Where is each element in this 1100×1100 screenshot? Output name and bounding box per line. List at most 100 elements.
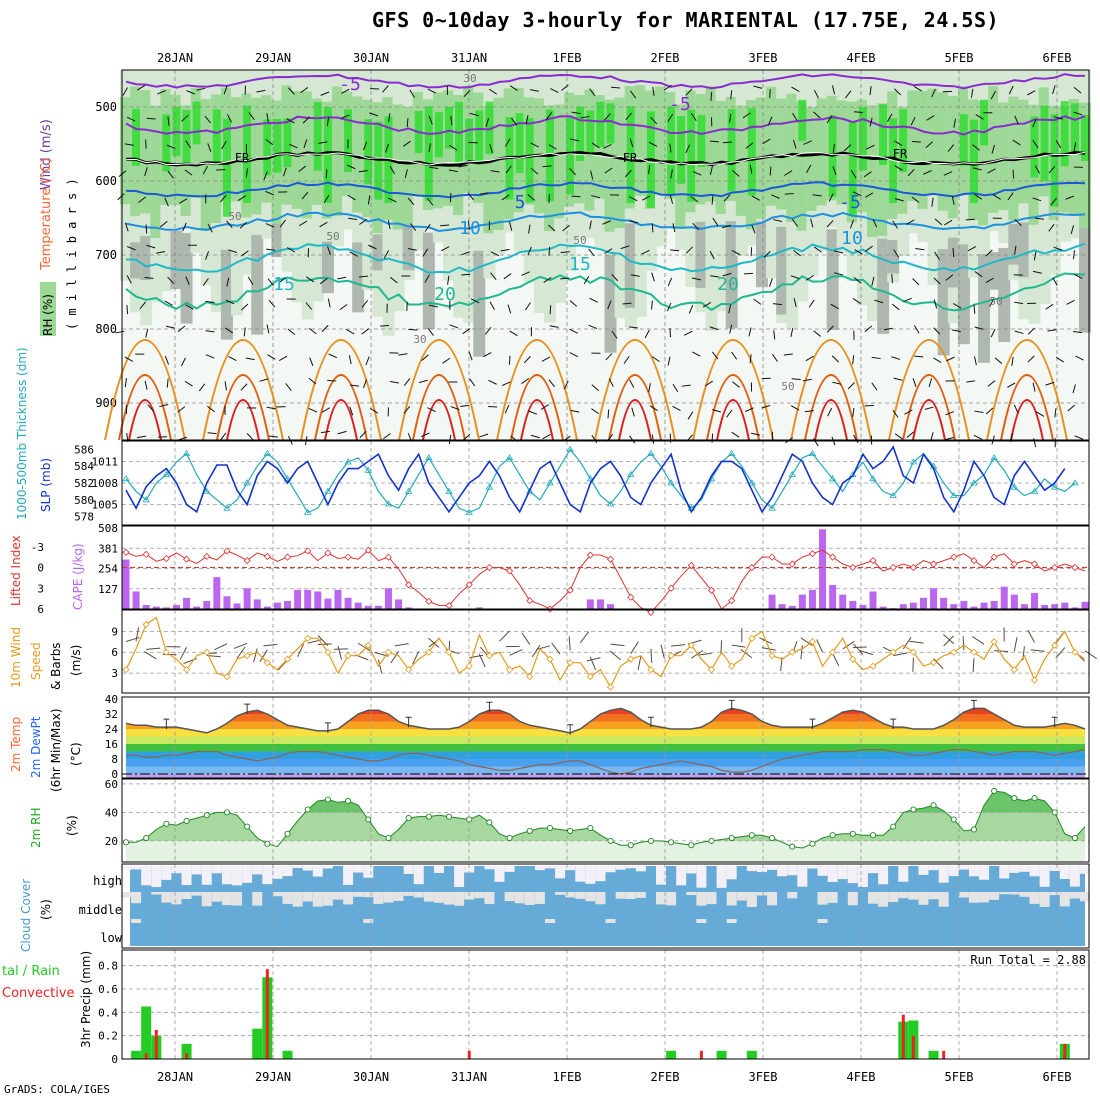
- wind-barb: [362, 379, 367, 389]
- wind-barb: [591, 195, 601, 199]
- lifted-index-line-marker: [647, 608, 655, 617]
- wind-barb: [869, 117, 873, 127]
- cloud-gap: [726, 866, 737, 880]
- wind-barb: [124, 378, 127, 388]
- rh-fill-grey: [755, 221, 768, 288]
- wind-barb: [687, 411, 694, 420]
- lifted-index-line-marker: [485, 563, 493, 572]
- lifted-index-line-marker: [122, 548, 130, 556]
- wind-barb: [586, 657, 601, 662]
- wind-barb: [126, 305, 129, 315]
- wind-barb: [468, 351, 473, 361]
- wind-barb: [286, 247, 296, 253]
- bottom-date-label: 4FEB: [847, 1070, 876, 1084]
- wind-barb: [915, 247, 925, 251]
- rh-line-marker: [264, 840, 271, 847]
- lifted-index-line-marker: [909, 563, 917, 572]
- temp-band: [126, 736, 1085, 744]
- rh-line-marker: [728, 834, 735, 842]
- wind-barb: [137, 84, 146, 91]
- cloud-gap: [797, 866, 808, 887]
- wind-barb: [589, 656, 597, 671]
- wind-barb: [749, 164, 753, 174]
- wind-barb: [288, 87, 295, 95]
- wind-barb: [805, 355, 814, 362]
- wind-barb: [1073, 330, 1083, 334]
- wind-barb: [385, 143, 389, 153]
- wind-barb: [631, 407, 635, 417]
- rh-fill-high: [606, 103, 615, 144]
- wind-barb: [859, 650, 874, 656]
- precip-conv-bar: [265, 969, 269, 1059]
- wind-barb: [730, 90, 733, 100]
- wind-barb: [568, 636, 571, 651]
- wind-barb: [408, 328, 418, 331]
- wind-barb: [834, 250, 844, 254]
- precip-conv-bar: [154, 1029, 158, 1059]
- rh-line-marker: [1011, 795, 1018, 802]
- cloud-gap: [1039, 866, 1050, 887]
- wind-barb: [478, 653, 486, 668]
- wind-barb: [863, 171, 872, 178]
- lifted-index-line-marker: [1071, 563, 1079, 572]
- wind-barb: [223, 85, 228, 95]
- cloud-gap: [736, 892, 747, 901]
- wind-barb: [965, 218, 975, 221]
- cloud-gap: [686, 866, 697, 874]
- cloud-gap: [888, 892, 899, 902]
- cloud-gap: [454, 892, 465, 906]
- rh-line-marker: [203, 812, 210, 819]
- cloud-gap: [1029, 892, 1040, 904]
- rh-line-marker: [890, 823, 897, 830]
- wind-barb: [842, 640, 855, 650]
- bottom-date-label: 3FEB: [749, 1070, 778, 1084]
- wind-barb: [912, 378, 917, 387]
- temp-bands: [126, 708, 1085, 778]
- rh2m-units-label: (%): [65, 815, 79, 836]
- rh-line-marker: [950, 816, 957, 823]
- wind-barb: [1032, 382, 1036, 392]
- wind-barb: [348, 217, 358, 220]
- cape-bar: [314, 591, 322, 609]
- cloud-gap: [847, 866, 858, 884]
- cloud-gap: [514, 892, 525, 904]
- contour-label: FR: [893, 147, 908, 161]
- wind-barb: [930, 432, 934, 442]
- thickness-line-marker: [526, 487, 534, 494]
- wind-barb: [563, 380, 569, 390]
- wind-barb: [569, 328, 578, 334]
- cloud-gap: [302, 892, 313, 902]
- wind-barb: [849, 219, 854, 229]
- rh-fill-grey: [170, 231, 183, 290]
- contour-label: -5: [669, 94, 691, 115]
- wind-speed-line-marker: [990, 638, 998, 646]
- wind-barb: [1047, 329, 1057, 332]
- wind-barb: [1072, 250, 1075, 260]
- wind-barb: [623, 355, 630, 364]
- wind-barb: [525, 115, 529, 125]
- wind-barb: [793, 297, 797, 307]
- wind-barb: [845, 90, 852, 99]
- cloud-gap: [666, 892, 677, 906]
- contour-label: 30: [463, 72, 476, 85]
- cape-bar: [819, 529, 827, 609]
- wind-barb: [611, 330, 618, 339]
- cape-bar: [839, 594, 847, 609]
- cape-bar: [798, 594, 806, 609]
- wind-barb: [761, 405, 771, 409]
- wind-barb: [649, 405, 658, 412]
- rh-line-marker: [526, 827, 533, 834]
- lifted-index-line-marker: [223, 547, 231, 555]
- cape-bar: [304, 589, 312, 609]
- cape-bar: [1000, 586, 1008, 609]
- cloud-gap: [413, 892, 424, 898]
- rh-fill-high: [465, 118, 474, 161]
- wind-barb: [328, 353, 338, 359]
- cloud-gap: [312, 866, 323, 877]
- wind-barb: [341, 88, 350, 94]
- cloud-gap: [191, 892, 202, 896]
- wind-barb: [745, 142, 754, 149]
- wind-barb: [421, 354, 429, 362]
- temp-band: [126, 721, 1085, 729]
- temp-frame: [121, 696, 1090, 779]
